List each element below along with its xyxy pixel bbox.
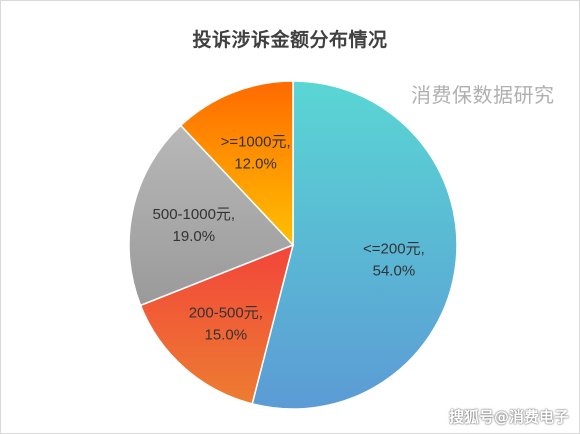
slice-value-label-1: 15.0%	[205, 326, 248, 343]
pie-slice-3	[179, 80, 294, 247]
pie-slice-0	[251, 80, 458, 410]
chart-title: 投诉涉诉金额分布情况	[192, 29, 388, 51]
slice-category-label-0: <=200元,	[363, 241, 425, 258]
slice-category-label-1: 200-500元,	[189, 304, 263, 321]
slice-value-label-3: 12.0%	[234, 156, 277, 173]
pie-slice-1	[139, 243, 295, 405]
slice-value-label-2: 19.0%	[173, 228, 216, 245]
source-credit: 搜狐号@消费电子	[448, 408, 569, 426]
watermark-text: 消费保数据研究	[411, 83, 555, 107]
pie-slice-2	[128, 124, 295, 307]
slice-value-label-0: 54.0%	[373, 263, 416, 280]
slice-category-label-2: 500-1000元,	[153, 206, 236, 223]
slice-category-label-3: >=1000元,	[221, 134, 291, 151]
